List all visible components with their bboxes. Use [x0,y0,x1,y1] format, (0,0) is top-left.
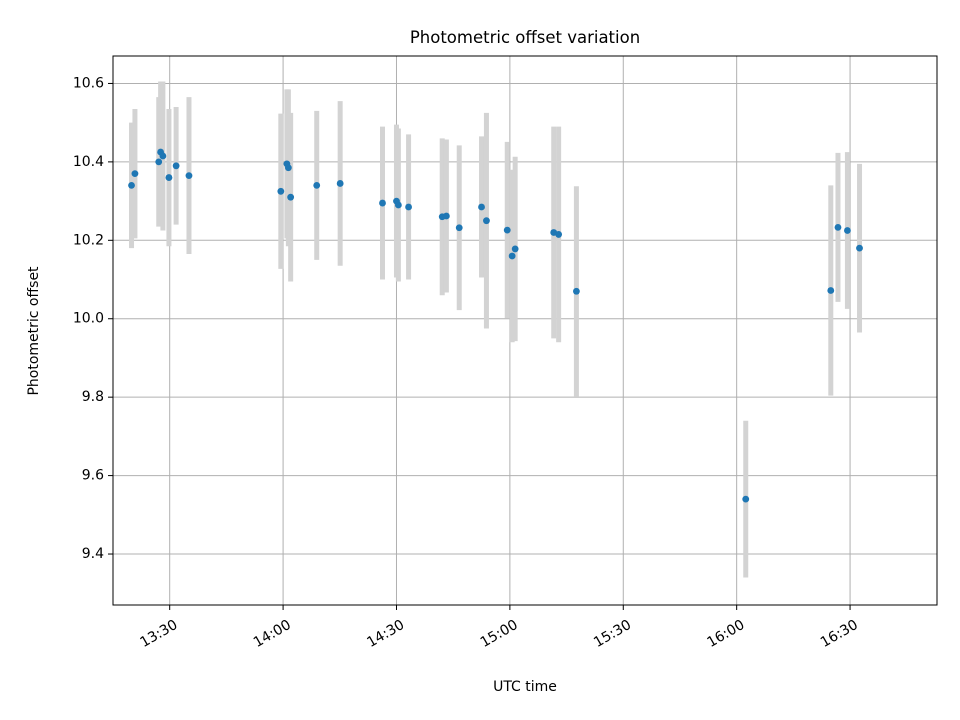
x-axis-label: UTC time [493,679,557,695]
y-tick-label: 10.6 [73,75,104,91]
data-point [172,162,180,170]
data-point [483,217,490,225]
data-point [573,287,580,295]
chart-title: Photometric offset variation [410,28,640,47]
data-point [155,158,163,166]
data-point [379,199,386,207]
y-tick-label: 9.4 [82,546,104,562]
data-point [405,203,412,211]
y-tick-label: 10.2 [73,232,104,248]
data-point [511,245,519,253]
y-tick-label: 10.4 [73,154,104,170]
data-point [442,212,450,220]
data-point [277,187,285,195]
data-point [844,227,851,234]
y-tick-label: 9.8 [82,389,104,405]
x-tick-label: 13:30 [138,617,181,651]
x-tick-label: 15:30 [591,617,634,651]
data-point [503,226,511,234]
data-point [284,164,292,172]
x-tick-label: 16:00 [705,617,748,651]
y-tick-label: 9.6 [82,468,104,484]
x-tick-label: 14:30 [364,617,407,651]
data-point [131,170,139,178]
y-axis-label: Photometric offset [26,266,42,396]
error-bars [129,81,863,578]
y-tick-label: 10.0 [73,311,104,327]
data-point [159,152,167,160]
data-point [336,180,344,187]
x-tick-label: 16:30 [818,617,861,651]
data-point [455,224,463,232]
data-point [827,287,835,294]
data-point [185,172,193,180]
data-points [128,148,863,503]
x-tick-label: 15:00 [478,617,521,651]
grid-lines [113,56,937,605]
data-point [128,182,135,189]
x-tick-label: 14:00 [251,617,294,651]
data-point [394,201,402,209]
data-point [287,193,295,201]
data-point [478,203,485,211]
data-point [555,231,563,238]
data-point [313,182,321,189]
data-point [834,223,842,231]
data-point [742,495,750,503]
data-point [856,244,863,252]
data-point [508,252,516,260]
plot-area [112,55,938,606]
data-point [165,174,173,181]
